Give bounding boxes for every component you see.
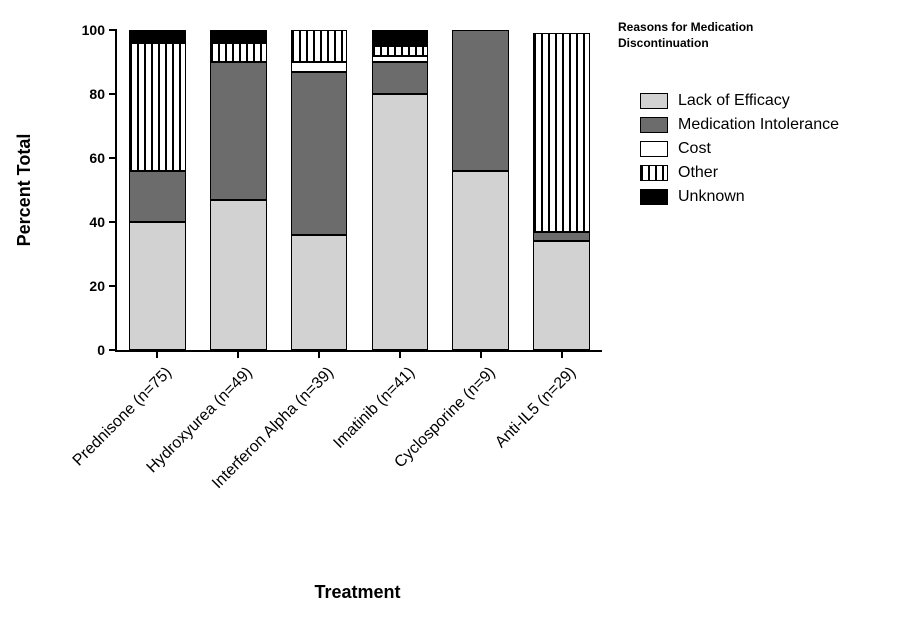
x-tick — [318, 350, 320, 358]
legend-item: Other — [640, 164, 839, 182]
legend-swatch — [640, 189, 668, 205]
x-tick-label: Anti-IL5 (n=29) — [492, 364, 580, 452]
bar-segment — [291, 72, 348, 235]
bar-segment — [372, 94, 429, 350]
y-tick-label: 100 — [82, 22, 117, 38]
legend-swatch — [640, 117, 668, 133]
legend-label: Other — [678, 164, 718, 182]
legend-label: Cost — [678, 140, 711, 158]
bar-group — [129, 30, 186, 350]
bar-segment — [129, 171, 186, 222]
bar-segment — [210, 62, 267, 200]
legend-swatch — [640, 93, 668, 109]
x-tick — [480, 350, 482, 358]
bar-segment — [533, 241, 590, 350]
y-tick-label: 0 — [97, 342, 117, 358]
legend-item: Lack of Efficacy — [640, 92, 839, 110]
bar-group — [210, 30, 267, 350]
bar-segment — [129, 30, 186, 43]
y-tick-label: 80 — [89, 86, 117, 102]
plot-area: 020406080100Prednisone (n=75)Hydroxyurea… — [115, 30, 602, 352]
x-tick — [237, 350, 239, 358]
legend-swatch — [640, 165, 668, 181]
bar-segment — [129, 222, 186, 350]
bar-segment — [452, 30, 509, 171]
bar-segment — [210, 200, 267, 350]
bar-segment — [291, 62, 348, 72]
x-tick — [399, 350, 401, 358]
bar-group — [452, 30, 509, 350]
legend-swatch — [640, 141, 668, 157]
x-axis-title: Treatment — [314, 582, 400, 603]
x-tick — [561, 350, 563, 358]
bar-segment — [372, 62, 429, 94]
bar-group — [372, 30, 429, 350]
legend-title: Reasons for MedicationDiscontinuation — [618, 20, 753, 51]
legend-item: Cost — [640, 140, 839, 158]
legend: Lack of Efficacy Medication Intolerance Co… — [640, 92, 839, 212]
bar-segment — [210, 30, 267, 43]
bar-group — [533, 30, 590, 350]
bar-segment — [291, 30, 348, 62]
legend-label: Lack of Efficacy — [678, 92, 790, 110]
bar-segment — [291, 235, 348, 350]
x-tick-label: Imatinib (n=41) — [330, 364, 419, 453]
bar-segment — [372, 56, 429, 62]
bar-segment — [372, 46, 429, 56]
legend-label: Medication Intolerance — [678, 116, 839, 134]
legend-label: Unknown — [678, 188, 745, 206]
legend-item: Medication Intolerance — [640, 116, 839, 134]
bar-segment — [533, 33, 590, 231]
bar-segment — [533, 232, 590, 242]
x-tick — [156, 350, 158, 358]
bar-segment — [129, 43, 186, 171]
y-tick-label: 60 — [89, 150, 117, 166]
legend-item: Unknown — [640, 188, 839, 206]
y-axis-title: Percent Total — [14, 134, 35, 247]
bar-segment — [452, 171, 509, 350]
bar-segment — [372, 30, 429, 46]
y-tick-label: 40 — [89, 214, 117, 230]
bar-segment — [210, 43, 267, 62]
y-tick-label: 20 — [89, 278, 117, 294]
bar-group — [291, 30, 348, 350]
chart-figure: Reasons for MedicationDiscontinuation La… — [0, 0, 900, 636]
